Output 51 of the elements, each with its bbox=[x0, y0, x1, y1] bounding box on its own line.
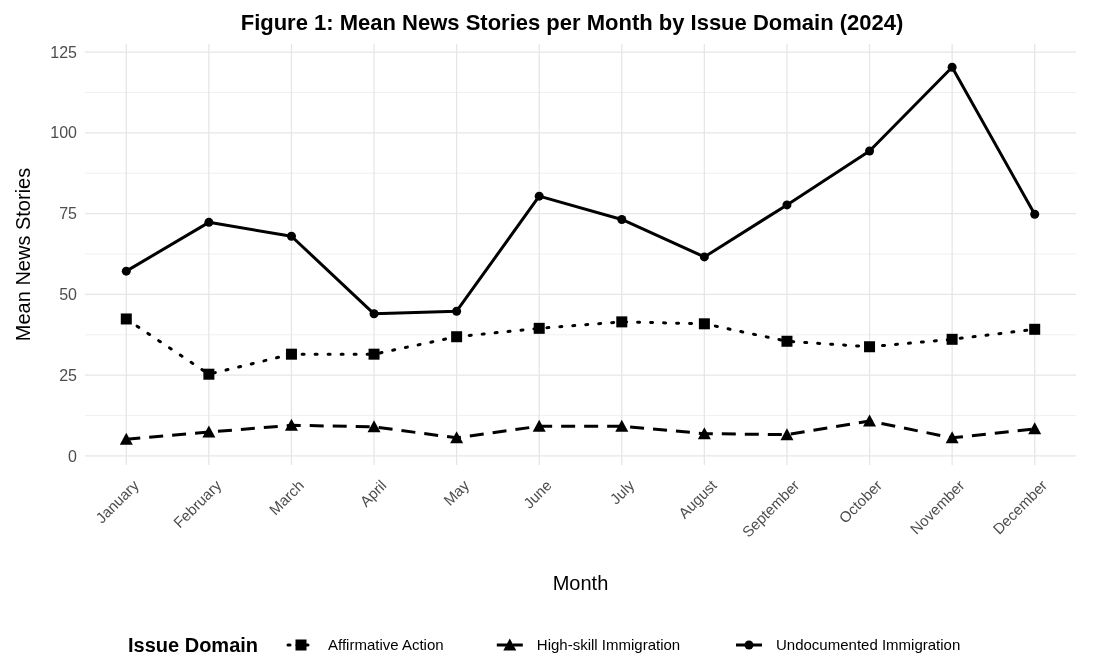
point bbox=[1028, 422, 1042, 435]
point bbox=[204, 217, 214, 227]
point bbox=[947, 62, 957, 72]
x-tick-label: May bbox=[440, 476, 473, 509]
point bbox=[945, 431, 959, 444]
point bbox=[615, 419, 629, 432]
point bbox=[450, 431, 464, 444]
point bbox=[617, 214, 627, 224]
legend-title: Issue Domain bbox=[128, 634, 259, 656]
point bbox=[616, 316, 628, 328]
x-tick-label: July bbox=[606, 476, 638, 508]
legend-label: Affirmative Action bbox=[328, 636, 444, 654]
point bbox=[203, 368, 215, 380]
point bbox=[285, 348, 297, 360]
point bbox=[121, 266, 131, 276]
point bbox=[533, 322, 545, 334]
point bbox=[781, 335, 793, 347]
point bbox=[864, 341, 876, 353]
point bbox=[699, 252, 709, 262]
point bbox=[697, 427, 711, 440]
point bbox=[119, 432, 133, 445]
point bbox=[368, 348, 380, 360]
legend-label: Undocumented Immigration bbox=[776, 636, 961, 654]
point bbox=[863, 414, 877, 427]
x-axis-title: Month bbox=[552, 572, 609, 594]
point bbox=[698, 318, 710, 330]
y-tick-label: 0 bbox=[68, 447, 78, 465]
point bbox=[946, 333, 958, 345]
point bbox=[369, 309, 379, 319]
y-tick-label: 25 bbox=[59, 366, 78, 384]
y-tick-label: 100 bbox=[50, 124, 78, 142]
y-tick-label: 50 bbox=[59, 286, 78, 303]
legend-label: High-skill Immigration bbox=[536, 636, 681, 654]
y-axis-title: Mean News Stories bbox=[12, 167, 34, 342]
point bbox=[202, 425, 216, 438]
point bbox=[367, 420, 381, 433]
y-tick-label: 75 bbox=[59, 205, 78, 223]
point bbox=[532, 419, 546, 432]
point bbox=[780, 428, 794, 441]
point bbox=[1030, 209, 1040, 219]
point bbox=[286, 231, 296, 241]
point bbox=[284, 418, 298, 431]
point bbox=[782, 200, 792, 210]
point bbox=[1029, 323, 1041, 335]
point bbox=[534, 191, 544, 201]
point bbox=[452, 306, 462, 316]
chart-title: Figure 1: Mean News Stories per Month by Issue Domain (2024) bbox=[240, 10, 904, 35]
point bbox=[451, 331, 463, 343]
y-tick-label: 125 bbox=[50, 43, 78, 61]
point bbox=[120, 313, 132, 325]
point bbox=[865, 146, 875, 156]
